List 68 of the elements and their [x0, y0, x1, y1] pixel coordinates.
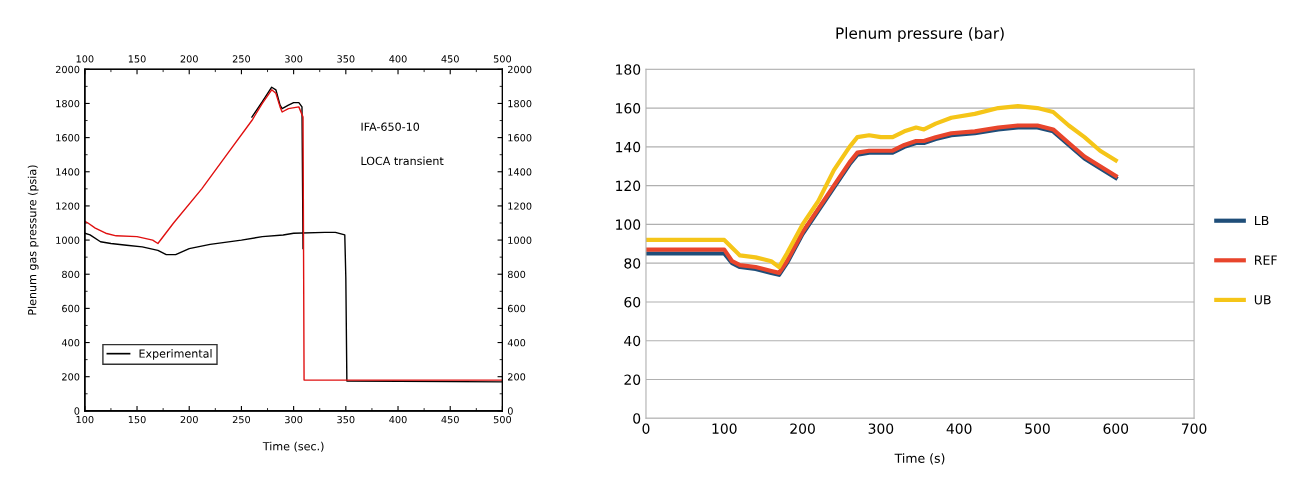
- legend-label: UB: [1254, 295, 1271, 305]
- x2-tick-label: 250: [232, 55, 251, 63]
- x2-tick-label: 350: [337, 55, 355, 63]
- x-tick-label: 400: [389, 415, 407, 424]
- x2-tick-label: 150: [128, 55, 146, 63]
- y2-tick-label: 1800: [508, 99, 532, 108]
- y-tick-label: 80: [624, 258, 641, 269]
- x-axis-title: Time (s): [894, 453, 945, 465]
- y-tick-label: 100: [616, 219, 641, 230]
- x2-tick-label: 450: [441, 55, 459, 63]
- x-tick-label: 0: [642, 423, 650, 434]
- x-axis-title: Time (sec.): [262, 441, 324, 452]
- y-tick-label: 160: [616, 103, 641, 114]
- x-tick-label: 300: [285, 415, 303, 424]
- y-axis-title: Plenum gas pressure (psia): [27, 165, 39, 315]
- x2-tick-label: 100: [76, 55, 94, 63]
- y2-tick-label: 600: [507, 304, 526, 313]
- x-tick-label: 500: [493, 415, 512, 424]
- y2-tick-label: 800: [507, 270, 526, 279]
- y-tick-label: 1400: [56, 168, 80, 176]
- y-tick-label: 2000: [55, 65, 80, 74]
- x-tick-label: 200: [180, 415, 198, 424]
- y-tick-label: 1600: [56, 134, 80, 142]
- y2-tick-label: 200: [508, 373, 526, 381]
- y-tick-label: 40: [624, 335, 641, 347]
- legend-label: REF: [1255, 255, 1277, 265]
- y-tick-label: 200: [62, 373, 80, 381]
- y-tick-label: 120: [616, 180, 641, 192]
- y2-tick-label: 0: [507, 407, 513, 415]
- x2-tick-label: 500: [493, 55, 512, 63]
- x-tick-label: 300: [868, 423, 894, 434]
- y2-tick-label: 2000: [508, 65, 532, 74]
- y-tick-label: 180: [616, 64, 641, 75]
- y-tick-label: 1800: [56, 99, 80, 108]
- y-tick-label: 400: [61, 339, 80, 347]
- x2-tick-label: 300: [285, 55, 303, 63]
- x-tick-label: 600: [1103, 423, 1129, 434]
- y2-tick-label: 1000: [508, 236, 532, 244]
- y-tick-label: 140: [616, 141, 641, 153]
- legend-label: Experimental: [139, 349, 212, 360]
- x-tick-label: 450: [441, 415, 459, 424]
- annotation: LOCA transient: [361, 156, 444, 166]
- annotation: IFA-650-10: [361, 122, 420, 131]
- x2-tick-label: 200: [180, 55, 198, 63]
- x-tick-label: 350: [337, 415, 355, 424]
- x-tick-label: 100: [76, 415, 94, 424]
- y2-tick-label: 400: [507, 339, 526, 347]
- x-tick-label: 250: [232, 415, 251, 424]
- chart-title: Plenum pressure (bar): [836, 27, 1004, 42]
- y2-tick-label: 1600: [508, 134, 532, 142]
- x-tick-label: 200: [790, 423, 815, 434]
- y-tick-label: 600: [62, 304, 80, 313]
- x-tick-label: 400: [946, 423, 972, 434]
- x-tick-label: 100: [712, 423, 737, 434]
- y-tick-label: 1000: [56, 236, 80, 244]
- line-series: [84, 89, 503, 381]
- y-tick-label: 800: [62, 270, 80, 279]
- x2-tick-label: 400: [389, 55, 407, 63]
- x-tick-label: 150: [128, 415, 146, 424]
- y2-tick-label: 1400: [508, 168, 532, 176]
- y-tick-label: 60: [624, 296, 641, 308]
- y2-tick-label: 1200: [508, 202, 532, 210]
- y-tick-label: 1200: [56, 202, 80, 210]
- y-tick-label: 0: [74, 407, 80, 415]
- x-tick-label: 500: [1025, 423, 1050, 434]
- y-tick-label: 20: [624, 374, 641, 385]
- legend-label: LB: [1255, 215, 1269, 226]
- x-tick-label: 700: [1181, 423, 1207, 434]
